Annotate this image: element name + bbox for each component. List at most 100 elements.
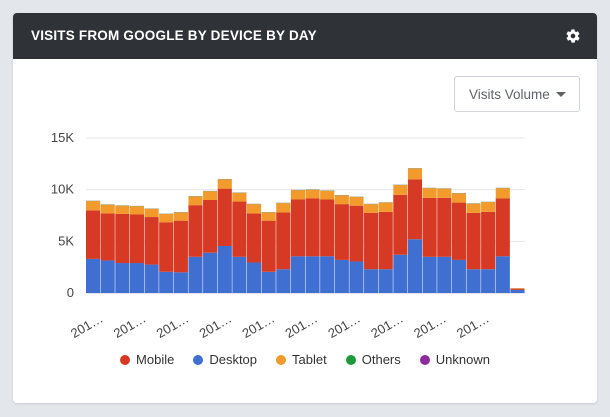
x-tick-label: 201… (111, 311, 149, 341)
bar-segment-mobile (276, 212, 291, 270)
bar-segment-desktop (510, 289, 525, 293)
bar-segment-tablet (188, 196, 203, 206)
bar-segment-desktop (495, 256, 510, 293)
bar-segment-desktop (232, 256, 247, 293)
bar-segment-tablet (393, 185, 408, 195)
bar-segment-mobile (334, 204, 349, 260)
bar-segment-mobile (100, 213, 115, 261)
bar-segment-tablet (451, 193, 466, 203)
bar-segment-desktop (261, 271, 276, 293)
bar-segment-tablet (129, 206, 145, 215)
bar-segment-desktop (246, 262, 262, 293)
bar-segment-tablet (261, 212, 276, 221)
legend-item-tablet[interactable]: Tablet (276, 352, 327, 367)
bar-segment-mobile (378, 211, 393, 270)
bar-segment-mobile (203, 200, 218, 253)
bar-segment-desktop (320, 256, 335, 293)
widget-card: VISITS FROM GOOGLE BY DEVICE BY DAY Visi… (13, 13, 597, 403)
bar-segment-desktop (173, 272, 188, 293)
y-tick-label: 10K (51, 182, 74, 197)
bar-segment-desktop (437, 256, 452, 293)
bar-segment-mobile (422, 197, 437, 257)
legend-color-dot (193, 354, 204, 365)
legend-item-mobile[interactable]: Mobile (120, 352, 174, 367)
bar-segment-desktop (334, 259, 349, 293)
bar-segment-desktop (466, 269, 481, 293)
legend-label: Tablet (292, 352, 327, 367)
bar-segment-tablet (115, 205, 130, 214)
bar-segment-desktop (407, 239, 423, 293)
x-tick-label: 201… (282, 311, 320, 341)
bar-segment-tablet (349, 196, 364, 206)
legend-label: Unknown (435, 352, 490, 367)
legend-color-dot (419, 354, 430, 365)
widget-header: VISITS FROM GOOGLE BY DEVICE BY DAY (13, 13, 597, 59)
x-tick-label: 201… (197, 311, 235, 341)
bar-segment-tablet (334, 195, 349, 205)
legend-item-desktop[interactable]: Desktop (193, 352, 257, 367)
legend-label: Others (361, 352, 401, 367)
bar-segment-desktop (86, 258, 101, 293)
x-tick-label: 201… (325, 311, 363, 341)
bar-segment-tablet (86, 201, 101, 211)
bar-segment-mobile (451, 202, 466, 260)
bar-segment-desktop (481, 269, 496, 293)
legend-item-others[interactable]: Others (345, 352, 401, 367)
bar-segment-desktop (364, 269, 379, 293)
bar-segment-desktop (451, 259, 466, 293)
chart-legend: Mobile Desktop Tablet Others Unknown (13, 352, 597, 367)
legend-color-dot (276, 354, 287, 365)
y-tick-label: 5K (58, 233, 74, 248)
bar-segment-mobile (144, 217, 159, 265)
bar-segment-tablet (364, 204, 379, 213)
gear-icon[interactable] (565, 28, 581, 44)
dropdown-selected-label: Visits Volume (469, 87, 550, 102)
bar-segment-tablet (203, 191, 218, 200)
bar-segment-tablet (100, 204, 115, 214)
legend-label: Desktop (209, 352, 258, 367)
bar-segment-desktop (276, 269, 291, 293)
metric-dropdown[interactable]: Visits Volume (454, 76, 580, 112)
x-tick-label: 201… (368, 311, 406, 341)
bar-segment-desktop (115, 263, 130, 293)
legend-item-unknown[interactable]: Unknown (419, 352, 490, 367)
bar-segment-desktop (129, 263, 145, 293)
bar-segment-tablet (159, 213, 174, 223)
bar-segment-tablet (232, 192, 247, 202)
bar-segment-desktop (290, 256, 305, 293)
bar-segment-tablet (144, 208, 159, 218)
legend-label: Mobile (136, 352, 175, 367)
bar-segment-desktop (144, 264, 159, 293)
bar-segment-mobile (115, 213, 130, 264)
bar-segment-desktop (378, 269, 393, 293)
bar-segment-tablet (305, 189, 320, 199)
bar-segment-tablet (495, 188, 510, 199)
bar-segment-tablet (407, 168, 423, 180)
bar-segment-mobile (129, 214, 145, 264)
bar-segment-mobile (188, 205, 203, 257)
bar-segment-mobile (159, 222, 174, 272)
bar-segment-tablet (481, 202, 496, 212)
bar-segment-mobile (320, 199, 335, 257)
bar-segment-mobile (305, 198, 320, 257)
bar-segment-desktop (217, 245, 232, 293)
bar-segment-desktop (393, 254, 408, 293)
bar-segment-mobile (495, 198, 510, 257)
bar-segment-desktop (188, 256, 203, 293)
bar-segment-mobile (173, 220, 188, 273)
y-tick-label: 0 (67, 285, 74, 300)
bar-segment-desktop (422, 256, 437, 293)
bar-segment-tablet (437, 188, 452, 198)
legend-color-dot (345, 354, 356, 365)
bar-segment-tablet (378, 202, 393, 212)
bar-segment-tablet (173, 212, 188, 221)
bar-segment-mobile (290, 199, 305, 257)
bar-segment-tablet (290, 190, 305, 200)
bar-segment-mobile (86, 210, 101, 259)
x-tick-label: 201… (411, 311, 449, 341)
bar-segment-tablet (276, 203, 291, 213)
bar-segment-mobile (481, 211, 496, 270)
bar-segment-mobile (349, 205, 364, 262)
bar-segment-mobile (393, 194, 408, 255)
